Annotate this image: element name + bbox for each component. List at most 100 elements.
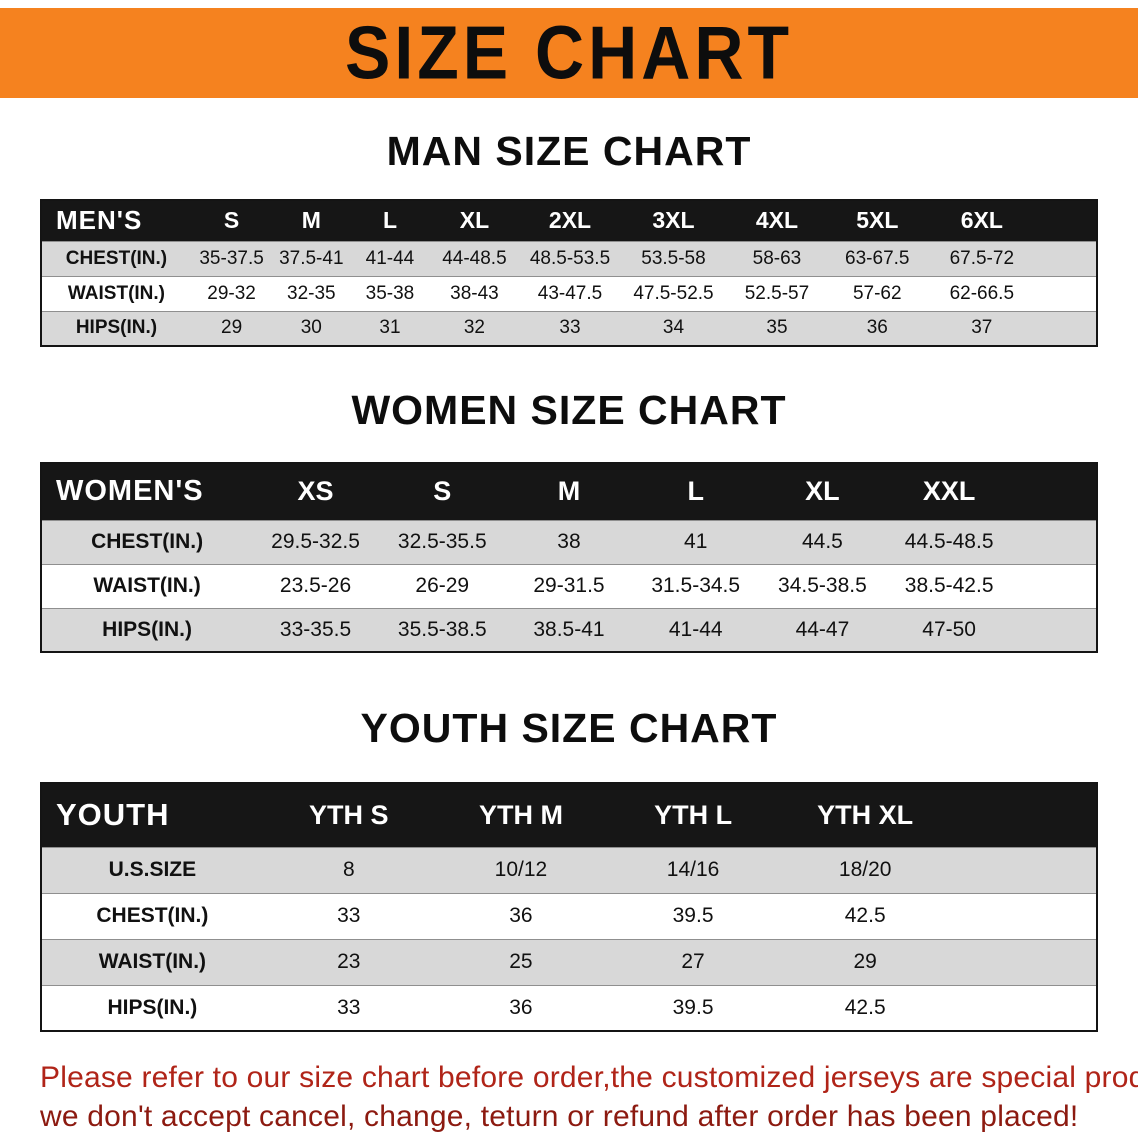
women-section-heading: WOMEN SIZE CHART [351, 387, 787, 433]
size-value: 35-38 [365, 282, 415, 304]
size-value: 42.5 [844, 904, 886, 927]
size-value: 38.5-42.5 [904, 574, 994, 597]
size-value: 47.5-52.5 [633, 282, 714, 304]
size-table: WOMEN'S XS S M L XL XXL CHEST(IN.) 29.5-32.5 32.5… [40, 462, 1098, 653]
filler-cell [1013, 608, 1098, 652]
table-row: WAIST(IN.) 29-32 32-35 35-38 38-43 43-47.5 47.… [41, 276, 1097, 311]
size-value: 63-67.5 [845, 247, 910, 269]
size-value: 38 [557, 530, 581, 553]
row-label: CHEST(IN.) [65, 247, 168, 269]
size-value: 27 [681, 950, 705, 973]
column-header: M [272, 200, 351, 241]
size-value: 41 [684, 530, 708, 553]
size-value: 39.5 [672, 995, 714, 1019]
size-value: 33-35.5 [279, 617, 352, 641]
column-header: 6XL [926, 200, 1037, 241]
size-value: 29 [221, 317, 243, 339]
size-value: 41-44 [668, 617, 723, 641]
table-header-row: WOMEN'S XS S M L XL XXL [41, 463, 1097, 520]
row-label: WAIST(IN.) [67, 282, 166, 304]
size-value: 38.5-41 [533, 617, 605, 641]
column-header: XXL [885, 463, 1013, 520]
column-header: L [632, 463, 760, 520]
size-value: 41-44 [365, 247, 415, 269]
size-value: 29-32 [207, 282, 256, 304]
size-value: 44.5-48.5 [904, 530, 994, 553]
column-header: 2XL [519, 200, 621, 241]
column-header: YTH S [262, 783, 435, 847]
size-value: 32.5-35.5 [397, 530, 487, 553]
column-header: YTH L [607, 783, 780, 847]
column-header: S [378, 463, 506, 520]
table-row: WAIST(IN.) 23.5-26 26-29 29-31.5 31.5-34.5 34… [41, 564, 1097, 608]
women-size-section: WOMEN SIZE CHART WOMEN'S XS S M L XL XXL CHEST(… [0, 387, 1138, 653]
size-value: 33 [337, 995, 361, 1019]
size-value: 44-47 [795, 617, 850, 641]
disclaimer: Please refer to our size chart before or… [40, 1058, 1138, 1136]
filler-cell [951, 985, 1097, 1031]
row-label: WAIST(IN.) [93, 574, 201, 597]
row-label: HIPS(IN.) [102, 617, 193, 641]
size-value: 14/16 [666, 858, 720, 881]
size-value: 52.5-57 [744, 282, 810, 304]
disclaimer-line-2: we don't accept cancel, change, teturn o… [40, 1100, 1079, 1133]
size-value: 25 [509, 950, 533, 973]
size-value: 29-31.5 [533, 574, 605, 597]
table-row: U.S.SIZE 8 10/12 14/16 18/20 [41, 847, 1097, 893]
disclaimer-line-1: Please refer to our size chart before or… [40, 1061, 1138, 1094]
size-value: 31 [379, 317, 401, 339]
row-label: HIPS(IN.) [107, 995, 198, 1019]
size-value: 36 [509, 904, 533, 927]
size-value: 58-63 [752, 247, 802, 269]
size-value: 62-66.5 [949, 282, 1015, 304]
column-header: 3XL [620, 200, 727, 241]
column-header: XL [759, 463, 886, 520]
size-value: 8 [342, 858, 355, 881]
filler-cell [951, 939, 1097, 985]
filler-cell [1013, 564, 1098, 608]
size-value: 29.5-32.5 [271, 530, 360, 553]
row-label: WAIST(IN.) [98, 950, 207, 973]
size-value: 35 [766, 317, 788, 339]
size-value: 31.5-34.5 [651, 574, 741, 597]
size-value: 23 [337, 950, 361, 973]
filler-cell [1037, 241, 1097, 276]
column-header: XL [429, 200, 520, 241]
filler-cell [951, 893, 1097, 939]
column-header: M [505, 463, 633, 520]
filler-cell [951, 783, 1097, 847]
size-value: 36 [509, 995, 533, 1019]
size-value: 53.5-58 [641, 247, 706, 269]
size-value: 34.5-38.5 [778, 574, 867, 597]
size-value: 10/12 [494, 858, 548, 881]
size-value: 67.5-72 [949, 247, 1015, 269]
size-value: 36 [866, 317, 888, 339]
row-label: U.S.SIZE [108, 858, 197, 881]
row-label: CHEST(IN.) [96, 904, 209, 927]
size-value: 18/20 [838, 858, 892, 881]
table-row: CHEST(IN.) 29.5-32.5 32.5-35.5 38 41 44.5 44.5… [41, 520, 1097, 564]
size-value: 57-62 [852, 282, 902, 304]
size-value: 44.5 [801, 530, 843, 553]
filler-cell [1013, 520, 1098, 564]
table-header-row: MEN'S S M L XL 2XL 3XL 4XL 5XL 6XL [41, 200, 1097, 241]
table-title: YOUTH [41, 783, 263, 847]
column-header: S [190, 200, 273, 241]
column-header: YTH XL [779, 783, 952, 847]
table-header-row: YOUTH YTH S YTH M YTH L YTH XL [41, 783, 1097, 847]
size-value: 32 [463, 317, 485, 339]
table-title: WOMEN'S [41, 463, 253, 520]
women-size-table-host: WOMEN'S XS S M L XL XXL CHEST(IN.) 29.5-32.5 32.5… [40, 462, 1098, 653]
size-value: 39.5 [672, 904, 714, 927]
men-section-heading: MAN SIZE CHART [386, 128, 752, 174]
size-value: 26-29 [415, 574, 470, 597]
filler-cell [951, 847, 1097, 893]
filler-cell [1012, 463, 1097, 520]
table-row: HIPS(IN.) 33-35.5 35.5-38.5 38.5-41 41-44 44-… [41, 608, 1097, 652]
size-value: 35.5-38.5 [397, 617, 487, 641]
size-value: 43-47.5 [537, 282, 603, 304]
size-value: 35-37.5 [199, 247, 264, 269]
youth-size-section: YOUTH SIZE CHART YOUTH YTH S YTH M YTH L YTH… [0, 705, 1138, 1032]
size-value: 37.5-41 [279, 247, 344, 269]
